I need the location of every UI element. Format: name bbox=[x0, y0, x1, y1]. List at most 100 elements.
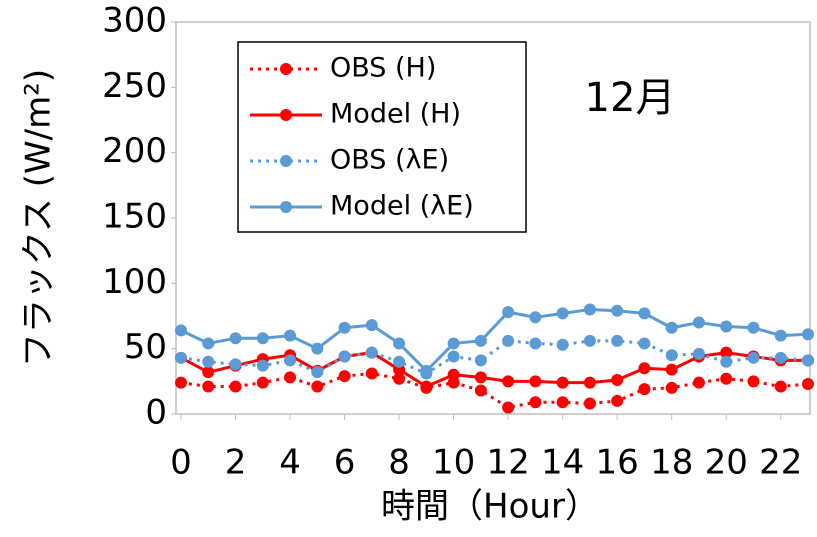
data-point bbox=[611, 374, 624, 387]
data-point bbox=[474, 371, 487, 384]
legend-marker bbox=[280, 201, 292, 213]
data-point bbox=[611, 334, 624, 347]
x-tick-label: 2 bbox=[225, 443, 247, 483]
legend-marker bbox=[280, 63, 292, 75]
data-point bbox=[720, 355, 733, 368]
series-line bbox=[180, 351, 808, 389]
data-point bbox=[393, 372, 406, 385]
x-tick-label: 20 bbox=[705, 443, 748, 483]
data-point bbox=[502, 306, 515, 319]
data-point bbox=[665, 349, 678, 362]
y-tick-label: 150 bbox=[102, 197, 167, 237]
data-point bbox=[284, 329, 297, 342]
data-point bbox=[256, 359, 269, 372]
data-point bbox=[474, 354, 487, 367]
y-tick-label: 200 bbox=[102, 131, 167, 171]
legend-marker bbox=[280, 109, 292, 121]
data-point bbox=[529, 311, 542, 324]
y-tick-label: 100 bbox=[102, 262, 167, 302]
data-point bbox=[365, 319, 378, 332]
data-point bbox=[256, 332, 269, 345]
data-point bbox=[774, 380, 787, 393]
data-point bbox=[529, 396, 542, 409]
data-point bbox=[229, 380, 242, 393]
data-point bbox=[393, 337, 406, 350]
series-line bbox=[180, 307, 809, 374]
x-tick-label: 18 bbox=[650, 443, 693, 483]
data-point bbox=[692, 316, 705, 329]
y-tick-label: 300 bbox=[102, 1, 167, 41]
data-point bbox=[365, 346, 378, 359]
data-point bbox=[556, 396, 569, 409]
x-tick-label: 6 bbox=[334, 443, 356, 483]
data-point bbox=[311, 342, 324, 355]
data-point bbox=[638, 362, 651, 375]
data-point bbox=[747, 351, 760, 364]
x-tick-label: 0 bbox=[170, 443, 192, 483]
data-point bbox=[502, 401, 515, 414]
data-point bbox=[175, 324, 187, 337]
y-tick-label: 50 bbox=[124, 327, 167, 367]
data-point bbox=[420, 380, 433, 393]
data-point bbox=[556, 376, 569, 389]
data-point bbox=[583, 303, 596, 316]
data-point bbox=[611, 394, 624, 407]
data-point bbox=[774, 329, 787, 342]
data-point bbox=[311, 380, 324, 393]
data-point bbox=[802, 377, 814, 390]
x-tick-label: 12 bbox=[486, 443, 529, 483]
y-axis-label: フラックス (W/m²) bbox=[19, 69, 59, 367]
x-tick-label: 22 bbox=[759, 443, 802, 483]
data-point bbox=[665, 321, 678, 334]
legend-label: OBS (λE) bbox=[330, 145, 449, 176]
annotation: 12月 bbox=[585, 75, 676, 121]
data-point bbox=[665, 381, 678, 394]
data-point bbox=[692, 376, 705, 389]
data-point bbox=[556, 307, 569, 320]
x-tick-label: 4 bbox=[279, 443, 301, 483]
data-point bbox=[611, 304, 624, 317]
data-point bbox=[338, 370, 351, 383]
data-point bbox=[202, 366, 215, 379]
data-point bbox=[474, 384, 487, 397]
data-point bbox=[774, 351, 787, 364]
data-point bbox=[529, 337, 542, 350]
data-point bbox=[202, 337, 215, 350]
data-point bbox=[338, 350, 351, 363]
y-tick-label: 0 bbox=[145, 393, 167, 433]
data-point bbox=[502, 375, 515, 388]
data-point bbox=[583, 334, 596, 347]
data-point bbox=[665, 363, 678, 376]
legend-label: OBS (H) bbox=[330, 53, 436, 84]
data-point bbox=[802, 354, 814, 367]
x-axis-label: 時間（Hour） bbox=[381, 487, 599, 527]
data-point bbox=[202, 380, 215, 393]
data-point bbox=[175, 376, 187, 389]
data-point bbox=[638, 307, 651, 320]
data-point bbox=[583, 397, 596, 410]
data-point bbox=[720, 320, 733, 333]
data-point bbox=[474, 334, 487, 347]
data-point bbox=[747, 321, 760, 334]
data-point bbox=[502, 334, 515, 347]
y-tick-label: 250 bbox=[102, 66, 167, 106]
data-point bbox=[284, 371, 297, 384]
data-point bbox=[692, 347, 705, 360]
data-point bbox=[556, 338, 569, 351]
data-point bbox=[229, 358, 242, 371]
data-point bbox=[529, 375, 542, 388]
data-point bbox=[447, 368, 460, 381]
data-point bbox=[802, 328, 814, 341]
x-tick-label: 14 bbox=[541, 443, 584, 483]
data-point bbox=[638, 337, 651, 350]
data-point bbox=[583, 376, 596, 389]
data-point bbox=[338, 321, 351, 334]
data-point bbox=[311, 366, 324, 379]
data-point bbox=[175, 351, 187, 364]
data-point bbox=[365, 367, 378, 380]
data-point bbox=[720, 372, 733, 385]
legend-label: Model (H) bbox=[330, 99, 461, 130]
data-point bbox=[447, 350, 460, 363]
data-point bbox=[393, 355, 406, 368]
